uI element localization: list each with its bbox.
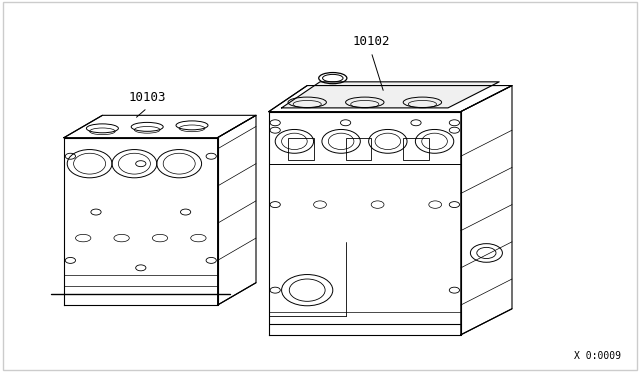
- Text: 10103: 10103: [129, 91, 166, 104]
- Text: X 0:0009: X 0:0009: [574, 351, 621, 361]
- Bar: [288, 138, 314, 160]
- Bar: [403, 138, 429, 160]
- Bar: [346, 138, 371, 160]
- Polygon shape: [282, 82, 499, 108]
- Text: 10102: 10102: [353, 35, 390, 48]
